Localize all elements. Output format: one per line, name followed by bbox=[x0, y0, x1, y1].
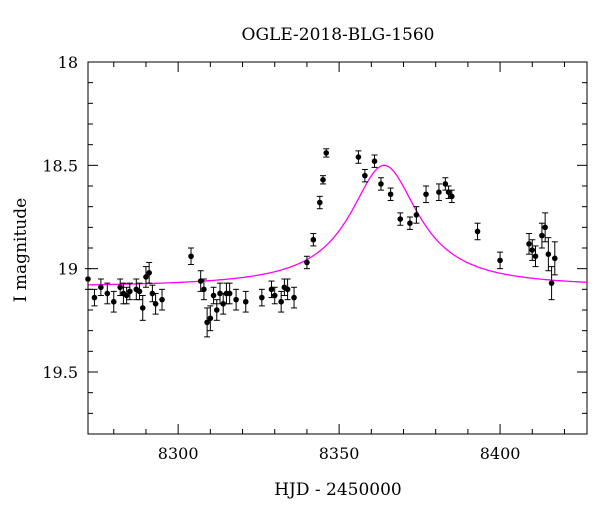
data-point bbox=[539, 232, 545, 239]
y-tick-label: 19 bbox=[58, 260, 78, 279]
data-point bbox=[310, 236, 317, 243]
data-point bbox=[371, 158, 378, 164]
y-tick-label: 19.5 bbox=[42, 363, 78, 382]
data-point bbox=[104, 290, 111, 297]
data-point bbox=[397, 216, 404, 222]
data-point bbox=[387, 191, 394, 198]
data-point bbox=[204, 319, 210, 326]
data-point bbox=[278, 298, 284, 305]
data-point bbox=[436, 189, 442, 195]
data-point bbox=[542, 224, 548, 231]
data-point bbox=[526, 241, 532, 247]
y-tick-label: 18 bbox=[58, 53, 78, 72]
data-point bbox=[442, 181, 449, 187]
data-point bbox=[423, 191, 429, 198]
data-point bbox=[413, 212, 420, 218]
data-point bbox=[548, 280, 555, 286]
data-point bbox=[127, 288, 133, 295]
data-point bbox=[268, 286, 275, 293]
data-point bbox=[213, 307, 220, 313]
data-point bbox=[139, 305, 146, 311]
data-point bbox=[378, 181, 384, 187]
data-point bbox=[197, 278, 204, 284]
plot-frame bbox=[87, 61, 588, 435]
data-points bbox=[85, 148, 558, 338]
data-point bbox=[91, 294, 98, 301]
data-point bbox=[323, 150, 330, 156]
data-point bbox=[117, 284, 123, 291]
data-point bbox=[233, 296, 239, 303]
x-axis-label: HJD - 2450000 bbox=[274, 480, 402, 500]
x-tick-label: 8350 bbox=[319, 444, 360, 463]
data-point bbox=[284, 286, 291, 293]
data-point bbox=[316, 199, 323, 206]
data-point bbox=[110, 298, 117, 305]
data-point bbox=[220, 301, 227, 307]
data-point bbox=[98, 284, 104, 291]
data-point bbox=[545, 251, 552, 257]
data-point bbox=[201, 286, 207, 293]
data-point bbox=[207, 315, 214, 322]
data-point bbox=[497, 257, 503, 264]
y-tick-label: 18.5 bbox=[42, 156, 78, 175]
data-point bbox=[448, 193, 455, 200]
data-point bbox=[355, 154, 362, 160]
data-point bbox=[532, 253, 539, 260]
axis-tick-labels: 8300 8350 8400 18 18.5 19 19.5 bbox=[42, 53, 520, 463]
data-point bbox=[210, 292, 217, 299]
axis-ticks bbox=[88, 61, 587, 434]
data-point bbox=[143, 274, 149, 280]
data-point bbox=[146, 270, 152, 276]
data-point bbox=[152, 301, 159, 307]
data-point bbox=[188, 253, 194, 260]
data-point bbox=[304, 259, 310, 266]
y-axis-label: I magnitude bbox=[11, 198, 31, 302]
data-point bbox=[407, 220, 413, 226]
data-point bbox=[85, 276, 91, 282]
data-point bbox=[226, 290, 233, 297]
data-point bbox=[123, 292, 130, 299]
data-point bbox=[291, 294, 297, 301]
data-point bbox=[320, 177, 326, 183]
data-point bbox=[242, 298, 249, 305]
chart-title: OGLE-2018-BLG-1560 bbox=[242, 25, 435, 45]
data-point bbox=[217, 290, 223, 297]
data-point bbox=[271, 292, 278, 299]
data-point bbox=[529, 247, 536, 253]
model-curve bbox=[87, 164, 588, 286]
data-point bbox=[362, 172, 368, 179]
data-point bbox=[136, 288, 143, 295]
data-point bbox=[445, 189, 452, 195]
x-tick-label: 8400 bbox=[480, 444, 521, 463]
data-point bbox=[552, 255, 558, 262]
x-tick-label: 8300 bbox=[158, 444, 199, 463]
data-point bbox=[474, 228, 481, 235]
data-point bbox=[259, 294, 265, 301]
data-point bbox=[159, 296, 165, 303]
data-point bbox=[149, 290, 156, 297]
